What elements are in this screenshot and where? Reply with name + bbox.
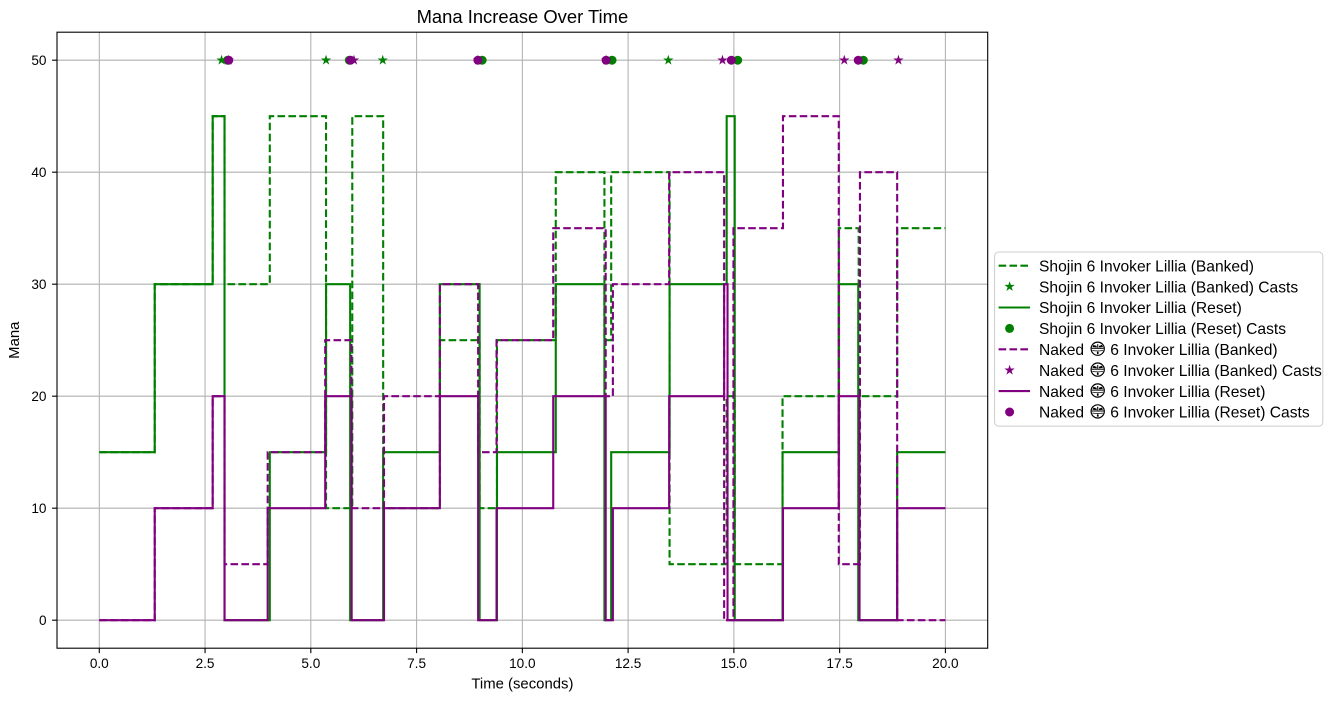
svg-text:Naked: Naked <box>1039 342 1084 359</box>
svg-text:10.0: 10.0 <box>509 656 536 671</box>
svg-text:20: 20 <box>31 389 47 404</box>
svg-text:5.0: 5.0 <box>301 656 320 671</box>
svg-text:0: 0 <box>39 613 47 628</box>
svg-text:Shojin 6 Invoker Lillia (Reset: Shojin 6 Invoker Lillia (Reset) <box>1039 300 1242 317</box>
svg-text:6 Invoker Lillia (Banked) Cast: 6 Invoker Lillia (Banked) Casts <box>1110 363 1322 380</box>
svg-text:50: 50 <box>31 53 47 68</box>
svg-text:2.5: 2.5 <box>196 656 215 671</box>
svg-text:Naked: Naked <box>1039 405 1084 422</box>
svg-text:20.0: 20.0 <box>932 656 959 671</box>
svg-text:12.5: 12.5 <box>615 656 641 671</box>
svg-text:Mana Increase Over Time: Mana Increase Over Time <box>417 6 629 27</box>
svg-text:Naked: Naked <box>1039 363 1084 380</box>
svg-text:15.0: 15.0 <box>721 656 748 671</box>
svg-text:Naked: Naked <box>1039 384 1084 401</box>
svg-text:Shojin 6 Invoker Lillia (Reset: Shojin 6 Invoker Lillia (Reset) Casts <box>1039 321 1286 338</box>
svg-text:Time (seconds): Time (seconds) <box>471 677 573 693</box>
svg-text:40: 40 <box>31 165 47 180</box>
svg-text:7.5: 7.5 <box>407 656 426 671</box>
svg-text:6 Invoker Lillia (Reset) Casts: 6 Invoker Lillia (Reset) Casts <box>1110 405 1310 422</box>
svg-text:Mana: Mana <box>7 321 23 359</box>
svg-text:10: 10 <box>31 501 47 516</box>
svg-text:17.5: 17.5 <box>826 656 852 671</box>
svg-text:0.0: 0.0 <box>90 656 109 671</box>
svg-text:6 Invoker Lillia (Banked): 6 Invoker Lillia (Banked) <box>1110 342 1277 359</box>
svg-text:Shojin 6 Invoker Lillia (Banke: Shojin 6 Invoker Lillia (Banked) <box>1039 258 1254 275</box>
svg-text:Shojin 6 Invoker Lillia (Banke: Shojin 6 Invoker Lillia (Banked) Casts <box>1039 279 1298 296</box>
svg-text:6 Invoker Lillia (Reset): 6 Invoker Lillia (Reset) <box>1110 384 1265 401</box>
svg-text:30: 30 <box>31 277 47 292</box>
